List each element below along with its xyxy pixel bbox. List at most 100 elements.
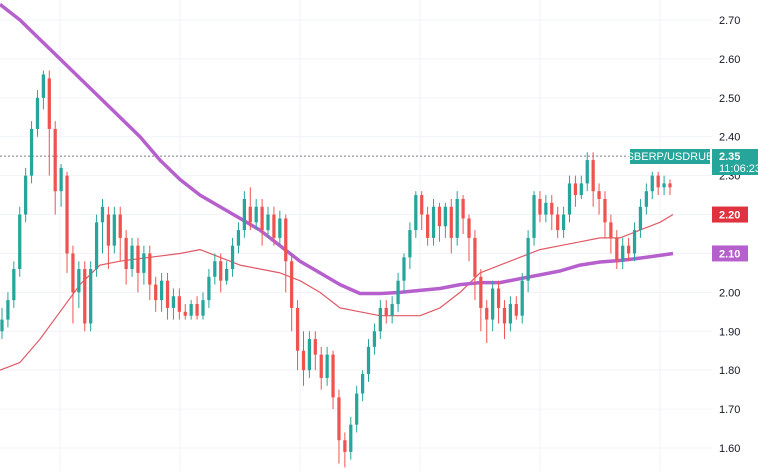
- candle[interactable]: [479, 269, 483, 332]
- candle[interactable]: [6, 292, 10, 328]
- candle[interactable]: [556, 206, 560, 238]
- candle[interactable]: [591, 152, 595, 207]
- candle[interactable]: [626, 237, 631, 262]
- candle[interactable]: [213, 253, 217, 285]
- candle[interactable]: [668, 179, 672, 196]
- candle[interactable]: [491, 280, 495, 332]
- candle[interactable]: [473, 230, 477, 301]
- candle[interactable]: [455, 191, 459, 246]
- candle[interactable]: [426, 206, 430, 246]
- candle[interactable]: [414, 191, 418, 238]
- candle[interactable]: [579, 175, 583, 199]
- candle[interactable]: [408, 222, 412, 270]
- candle[interactable]: [443, 202, 447, 238]
- candle[interactable]: [638, 198, 643, 238]
- candle[interactable]: [195, 296, 199, 320]
- candle[interactable]: [449, 198, 453, 254]
- candle[interactable]: [573, 175, 578, 207]
- candle[interactable]: [319, 346, 323, 390]
- candle[interactable]: [656, 171, 660, 196]
- candle[interactable]: [313, 331, 317, 371]
- candle[interactable]: [260, 198, 264, 246]
- candle[interactable]: [189, 300, 193, 320]
- candle[interactable]: [585, 152, 589, 192]
- candle[interactable]: [219, 253, 223, 293]
- candle[interactable]: [632, 222, 637, 262]
- candle[interactable]: [437, 202, 442, 242]
- candle[interactable]: [532, 191, 536, 246]
- candle[interactable]: [12, 261, 16, 308]
- candle[interactable]: [337, 389, 341, 464]
- candle[interactable]: [136, 237, 140, 293]
- candle[interactable]: [366, 339, 371, 382]
- candle[interactable]: [230, 237, 235, 277]
- candle[interactable]: [77, 261, 81, 308]
- candle[interactable]: [284, 214, 288, 293]
- candle[interactable]: [550, 195, 554, 231]
- candle[interactable]: [621, 237, 625, 270]
- candle[interactable]: [24, 167, 28, 223]
- candle[interactable]: [29, 121, 34, 184]
- candle[interactable]: [461, 195, 465, 234]
- candle[interactable]: [355, 385, 359, 433]
- candle[interactable]: [615, 230, 619, 270]
- candle[interactable]: [603, 191, 607, 238]
- candle[interactable]: [248, 187, 252, 231]
- candle[interactable]: [94, 214, 99, 277]
- candle[interactable]: [420, 191, 424, 231]
- candle[interactable]: [567, 175, 572, 223]
- candle[interactable]: [124, 230, 128, 285]
- candle[interactable]: [301, 331, 306, 386]
- candle[interactable]: [520, 272, 524, 324]
- candle[interactable]: [242, 191, 246, 238]
- candle[interactable]: [514, 296, 518, 320]
- candle[interactable]: [0, 307, 4, 340]
- candle[interactable]: [343, 432, 347, 468]
- candle[interactable]: [278, 210, 282, 246]
- candle[interactable]: [148, 245, 152, 301]
- candle[interactable]: [467, 214, 471, 262]
- candle[interactable]: [41, 70, 46, 110]
- candle[interactable]: [538, 191, 542, 223]
- candle[interactable]: [35, 90, 40, 137]
- candle[interactable]: [254, 198, 258, 231]
- candle[interactable]: [53, 121, 57, 215]
- candle[interactable]: [106, 206, 111, 270]
- candle[interactable]: [644, 183, 648, 215]
- candle[interactable]: [83, 261, 87, 332]
- candle[interactable]: [307, 331, 312, 378]
- candle[interactable]: [130, 237, 134, 277]
- candle[interactable]: [47, 70, 51, 176]
- candle[interactable]: [485, 300, 489, 343]
- candle[interactable]: [236, 222, 241, 254]
- candle[interactable]: [650, 171, 654, 199]
- candle[interactable]: [544, 195, 548, 223]
- candle[interactable]: [118, 206, 122, 262]
- candle[interactable]: [325, 346, 329, 386]
- candle[interactable]: [378, 300, 382, 340]
- candle[interactable]: [390, 296, 394, 324]
- candle[interactable]: [100, 198, 105, 254]
- candle[interactable]: [177, 288, 181, 320]
- candle[interactable]: [207, 269, 211, 308]
- candle[interactable]: [142, 245, 146, 285]
- candle[interactable]: [496, 280, 501, 324]
- candle[interactable]: [396, 272, 400, 312]
- candle[interactable]: [384, 300, 388, 324]
- candle[interactable]: [290, 253, 294, 332]
- candle[interactable]: [65, 171, 69, 273]
- candle[interactable]: [59, 163, 63, 207]
- candle[interactable]: [402, 253, 406, 293]
- candle[interactable]: [18, 206, 22, 277]
- candle[interactable]: [89, 261, 93, 332]
- candle[interactable]: [502, 300, 507, 340]
- candle[interactable]: [272, 206, 276, 246]
- candle[interactable]: [526, 230, 530, 293]
- candle[interactable]: [165, 272, 170, 320]
- candle[interactable]: [349, 416, 353, 460]
- candle[interactable]: [201, 292, 205, 320]
- candle[interactable]: [597, 183, 601, 215]
- candle[interactable]: [508, 296, 513, 332]
- candle[interactable]: [431, 198, 436, 246]
